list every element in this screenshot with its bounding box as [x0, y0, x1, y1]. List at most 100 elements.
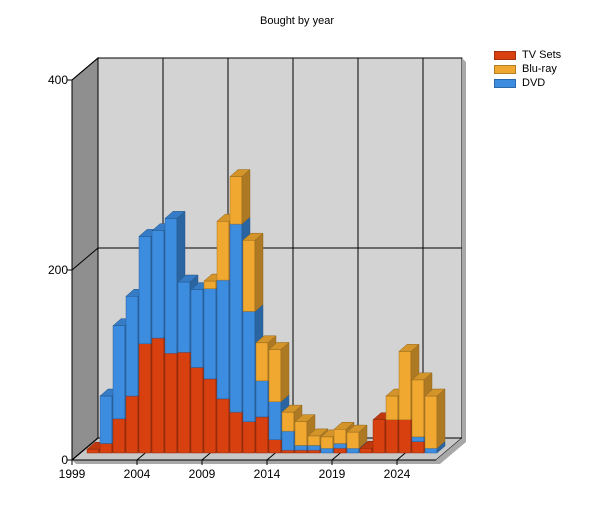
bar-blu-ray-2020 — [346, 431, 360, 449]
bar-dvd-2006 — [164, 218, 178, 354]
bar-tv-sets-2017 — [307, 449, 321, 454]
bar-blu-ray-2023 — [385, 395, 399, 420]
bar-dvd-2013 — [255, 380, 269, 418]
bar-tv-sets-2024 — [398, 419, 412, 454]
bar-blu-ray-2026-side — [436, 388, 446, 449]
bar-dvd-2007-top — [177, 274, 199, 283]
bar-blu-ray-2014-side — [280, 341, 290, 403]
bar-tv-sets-2010 — [216, 398, 230, 454]
legend-swatch-blu-ray — [494, 64, 516, 74]
legend-label-dvd: DVD — [522, 77, 546, 89]
bar-blu-ray-2019 — [333, 429, 347, 444]
bar-blu-ray-2011-top — [229, 169, 251, 177]
bar-blu-ray-2016 — [294, 421, 308, 446]
bar-dvd-2017 — [307, 445, 321, 451]
bar-dvd-2003 — [125, 296, 139, 397]
tick-label-x: 2014 — [254, 467, 281, 481]
bar-dvd-2010 — [216, 279, 230, 400]
legend-label-blu-ray: Blu-ray — [522, 63, 557, 75]
gridline-floor — [71, 437, 99, 461]
legend-item-tv-sets: TV Sets — [494, 48, 561, 62]
bar-tv-sets-2013 — [255, 416, 269, 454]
bar-tv-sets-2019 — [333, 448, 347, 454]
bar-dvd-2008 — [190, 289, 204, 368]
bar-blu-ray-2025 — [411, 379, 425, 438]
legend-label-tv-sets: TV Sets — [522, 49, 562, 61]
tick-label-y: 400 — [48, 73, 68, 87]
bar-dvd-2004 — [138, 236, 152, 344]
gridline-diag — [71, 247, 99, 271]
legend-swatch-dvd — [494, 78, 516, 88]
bar-tv-sets-2015 — [281, 449, 295, 454]
bar-tv-sets-2002 — [112, 418, 126, 454]
bar-dvd-2016 — [294, 445, 308, 451]
bar-blu-ray-2009 — [203, 280, 217, 289]
bar-blu-ray-2013 — [255, 342, 269, 382]
bar-tv-sets-2023 — [385, 419, 399, 454]
bar-blu-ray-2012-side — [254, 232, 264, 313]
bar-blu-ray-2026 — [424, 395, 438, 449]
bar-dvd-2005 — [151, 230, 165, 339]
bar-tv-sets-2000 — [86, 448, 100, 454]
bar-blu-ray-2020-top — [346, 424, 368, 433]
bar-blu-ray-2012 — [242, 239, 256, 312]
bar-blu-ray-2026-top — [424, 388, 446, 397]
bar-tv-sets-2012 — [242, 421, 256, 454]
tick-label-x: 1999 — [59, 467, 86, 481]
bar-blu-ray-2019-top — [333, 422, 355, 430]
bar-blu-ray-2011 — [229, 176, 243, 225]
tick-label-x: 2004 — [124, 467, 151, 481]
tick-label-y: 200 — [48, 263, 68, 277]
bar-dvd-2019 — [333, 443, 347, 449]
bar-blu-ray-2010 — [216, 220, 230, 281]
chart-title: Bought by year — [260, 15, 334, 27]
bar-tv-sets-2005 — [151, 337, 165, 454]
bar-blu-ray-2018 — [320, 436, 334, 449]
legend-swatch-tv-sets — [494, 50, 516, 60]
bar-tv-sets-2016 — [294, 449, 308, 454]
bar-dvd-2006-top — [164, 211, 186, 219]
bar-dvd-2001 — [99, 395, 113, 444]
tick-label-x: 2009 — [189, 467, 216, 481]
bar-tv-sets-2022 — [372, 419, 386, 454]
bar-blu-ray-2017 — [307, 435, 321, 446]
bar-blu-ray-2013-top — [255, 335, 277, 344]
bar-dvd-2002 — [112, 325, 126, 420]
bar-blu-ray-2015-top — [281, 404, 303, 413]
bar-tv-sets-2007 — [177, 352, 191, 454]
bar-blu-ray-2011-side — [241, 168, 251, 225]
bar-blu-ray-2012-top — [242, 232, 264, 241]
bar-tv-sets-2021 — [359, 448, 373, 454]
gridline-diag — [71, 57, 99, 81]
bar-tv-sets-2008 — [190, 367, 204, 454]
bar-dvd-2007 — [177, 281, 191, 353]
bar-dvd-2015 — [281, 430, 295, 451]
bar-tv-sets-2009 — [203, 378, 217, 454]
bar-blu-ray-2025-top — [411, 372, 433, 381]
bar-dvd-2011 — [229, 223, 243, 413]
bar-blu-ray-2017-top — [307, 428, 329, 437]
bar-tv-sets-2014 — [268, 439, 282, 454]
bar-tv-sets-2006 — [164, 353, 178, 454]
bar-blu-ray-2024-top — [398, 344, 420, 352]
bar-tv-sets-2011 — [229, 411, 243, 454]
bar-blu-ray-2015 — [281, 411, 295, 432]
bar-blu-ray-2014-top — [268, 342, 290, 350]
bar-tv-sets-2003 — [125, 395, 139, 454]
bar-tv-sets-2001 — [99, 443, 113, 454]
bar-dvd-2020 — [346, 448, 360, 454]
legend-item-blu-ray: Blu-ray — [494, 62, 561, 76]
bar-dvd-2026 — [424, 448, 438, 454]
tick-label-y: 0 — [61, 453, 68, 467]
legend-item-dvd: DVD — [494, 76, 561, 90]
bar-tv-sets-2025 — [411, 441, 425, 454]
bar-blu-ray-2016-top — [294, 414, 316, 422]
bar-dvd-2009 — [203, 288, 217, 380]
bar-blu-ray-2014 — [268, 349, 282, 402]
bar-blu-ray-2024 — [398, 351, 412, 421]
tick-label-x: 2024 — [384, 467, 411, 481]
legend: TV Sets Blu-ray DVD — [494, 48, 561, 90]
tick-label-x: 2019 — [319, 467, 346, 481]
bar-dvd-2014 — [268, 401, 282, 440]
